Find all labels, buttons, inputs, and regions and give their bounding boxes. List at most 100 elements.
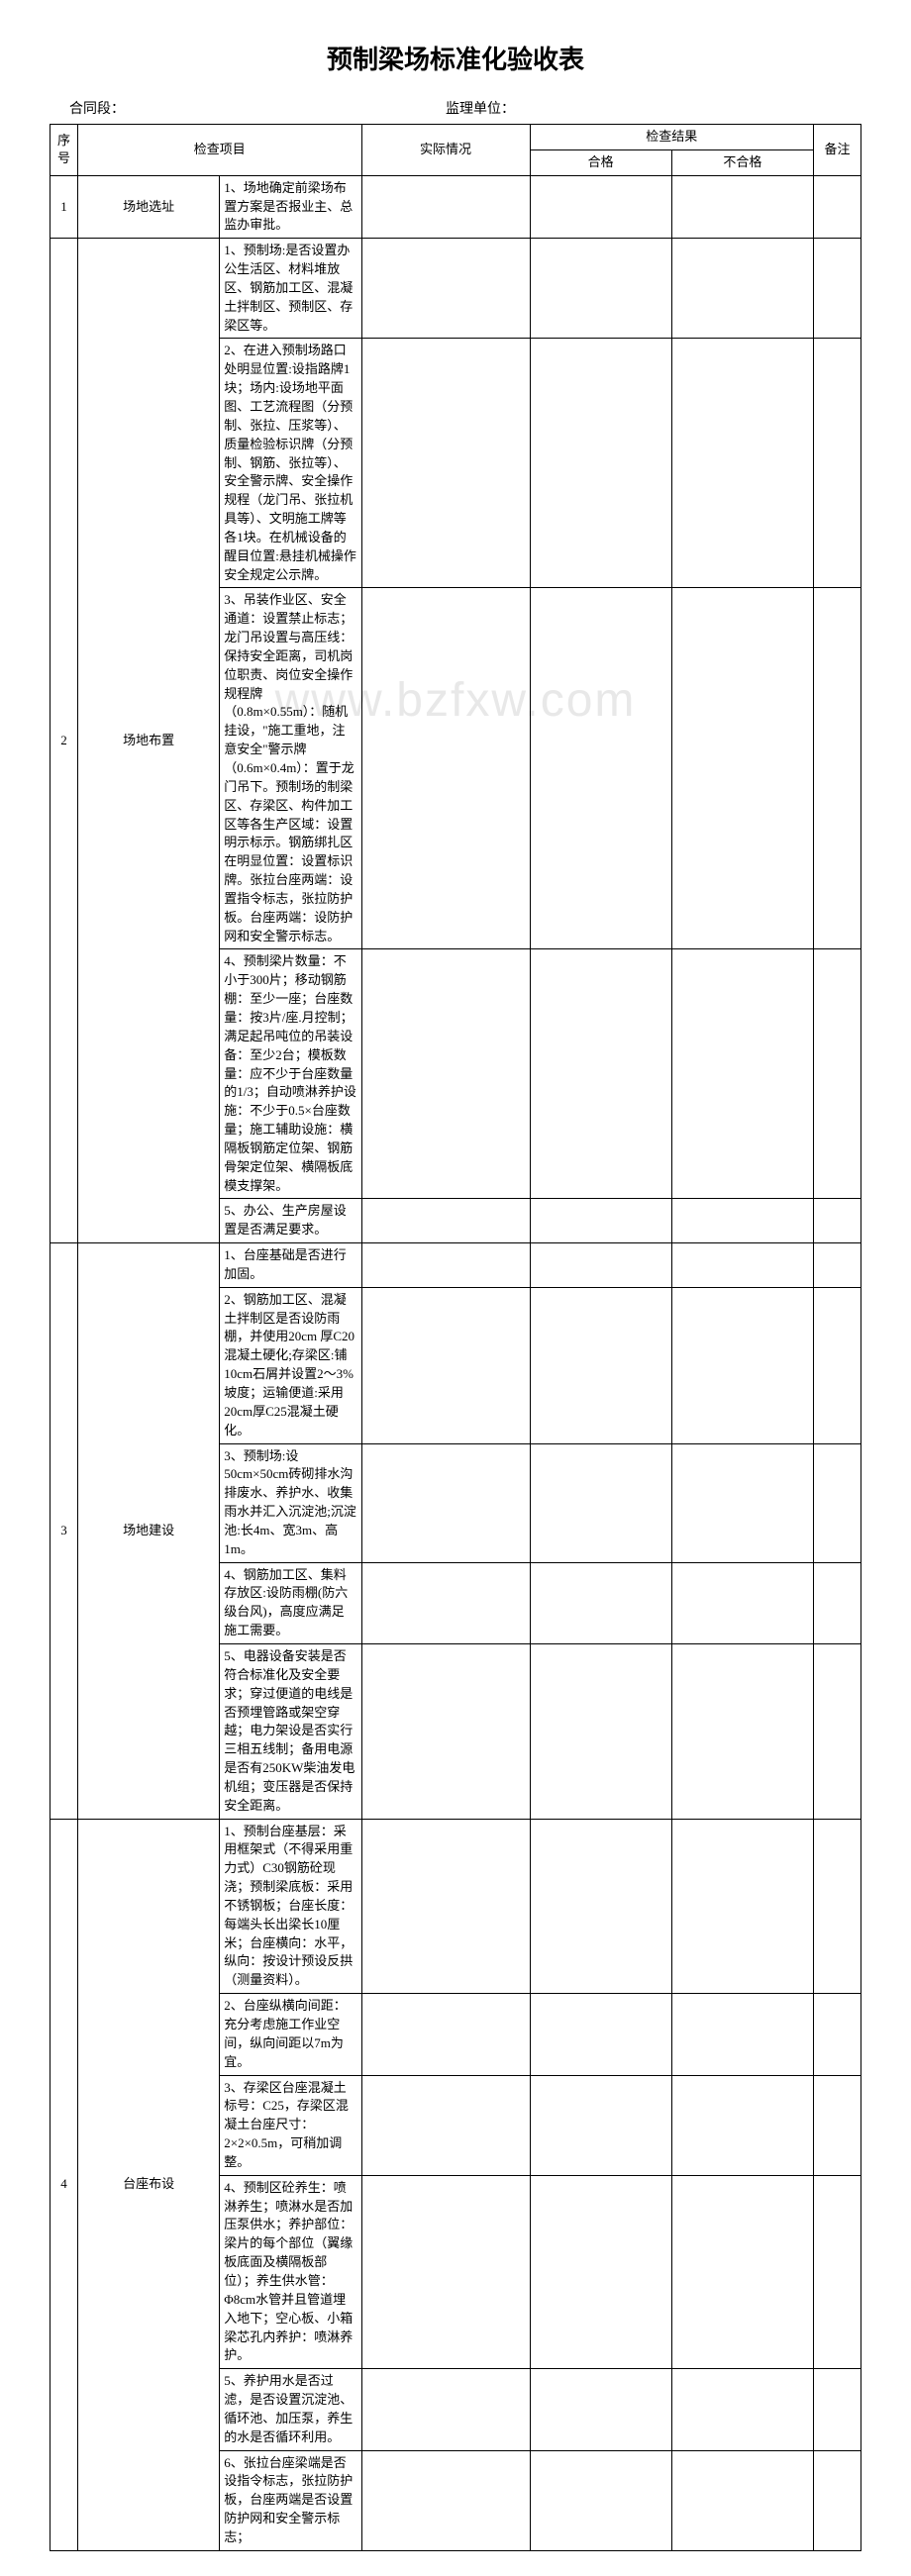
pass-cell: [530, 1243, 671, 1288]
fail-cell: [671, 1562, 813, 1643]
actual-cell: [361, 2075, 530, 2175]
contract-label: 合同段：: [69, 98, 446, 118]
actual-cell: [361, 588, 530, 949]
fail-cell: [671, 1243, 813, 1288]
pass-cell: [530, 239, 671, 339]
pass-cell: [530, 339, 671, 588]
fail-cell: [671, 1199, 813, 1243]
actual-cell: [361, 2450, 530, 2550]
item-cell: 6、张拉台座梁端是否设指令标志，张拉防护板，台座两端是否设置防护网和安全警示标志…: [220, 2450, 361, 2550]
pass-cell: [530, 175, 671, 239]
pass-cell: [530, 1199, 671, 1243]
actual-cell: [361, 1994, 530, 2075]
table-body: 1 场地选址 1、场地确定前梁场布置方案是否报业主、总监办审批。 2 场地布置 …: [51, 175, 861, 2550]
page-title: 预制梁场标准化验收表: [50, 40, 861, 76]
item-cell: 3、存梁区台座混凝土标号：C25，存梁区混凝土台座尺寸：2×2×0.5m，可稍加…: [220, 2075, 361, 2175]
seq-cell: 3: [51, 1243, 78, 1819]
fail-cell: [671, 1443, 813, 1562]
table-row: 1 场地选址 1、场地确定前梁场布置方案是否报业主、总监办审批。: [51, 175, 861, 239]
note-cell: [814, 2175, 861, 2368]
actual-cell: [361, 1562, 530, 1643]
th-fail: 不合格: [671, 149, 813, 175]
actual-cell: [361, 2175, 530, 2368]
note-cell: [814, 1562, 861, 1643]
actual-cell: [361, 1287, 530, 1443]
actual-cell: [361, 1443, 530, 1562]
actual-cell: [361, 1819, 530, 1994]
supervisor-label: 监理单位：: [446, 98, 515, 118]
actual-cell: [361, 1243, 530, 1288]
th-actual: 实际情况: [361, 125, 530, 176]
fail-cell: [671, 239, 813, 339]
table-row: 3 场地建设 1、台座基础是否进行加固。: [51, 1243, 861, 1288]
note-cell: [814, 949, 861, 1199]
table-row: 4 台座布设 1、预制台座基层：采用框架式（不得采用重力式）C30钢筋砼现浇；预…: [51, 1819, 861, 1994]
actual-cell: [361, 2369, 530, 2450]
actual-cell: [361, 339, 530, 588]
pass-cell: [530, 1994, 671, 2075]
fail-cell: [671, 2075, 813, 2175]
item-cell: 1、台座基础是否进行加固。: [220, 1243, 361, 1288]
item-cell: 2、钢筋加工区、混凝土拌制区是否设防雨棚，并使用20cm 厚C20混凝土硬化;存…: [220, 1287, 361, 1443]
note-cell: [814, 1643, 861, 1819]
actual-cell: [361, 1199, 530, 1243]
document-content: 预制梁场标准化验收表 合同段： 监理单位： 序号 检查项目 实际情况 检查结果 …: [50, 40, 861, 2551]
cat-cell: 场地建设: [78, 1243, 220, 1819]
note-cell: [814, 1199, 861, 1243]
meta-row: 合同段： 监理单位：: [50, 98, 861, 118]
fail-cell: [671, 949, 813, 1199]
pass-cell: [530, 1819, 671, 1994]
th-pass: 合格: [530, 149, 671, 175]
cat-cell: 场地选址: [78, 175, 220, 239]
fail-cell: [671, 1287, 813, 1443]
item-cell: 4、钢筋加工区、集料存放区:设防雨棚(防六级台风)，高度应满足施工需要。: [220, 1562, 361, 1643]
item-cell: 4、预制梁片数量：不小于300片；移动钢筋棚：至少一座；台座数量：按3片/座.月…: [220, 949, 361, 1199]
fail-cell: [671, 588, 813, 949]
cat-cell: 场地布置: [78, 239, 220, 1243]
fail-cell: [671, 339, 813, 588]
pass-cell: [530, 2450, 671, 2550]
pass-cell: [530, 1643, 671, 1819]
item-cell: 3、吊装作业区、安全通道：设置禁止标志；龙门吊设置与高压线：保持安全距离，司机岗…: [220, 588, 361, 949]
pass-cell: [530, 1287, 671, 1443]
actual-cell: [361, 175, 530, 239]
inspection-table: 序号 检查项目 实际情况 检查结果 备注 合格 不合格 1 场地选址 1、场地确…: [50, 124, 861, 2551]
note-cell: [814, 2450, 861, 2550]
seq-cell: 1: [51, 175, 78, 239]
note-cell: [814, 1287, 861, 1443]
item-cell: 1、预制台座基层：采用框架式（不得采用重力式）C30钢筋砼现浇；预制梁底板：采用…: [220, 1819, 361, 1994]
item-cell: 3、预制场:设50cm×50cm砖砌排水沟排废水、养护水、收集雨水并汇入沉淀池;…: [220, 1443, 361, 1562]
pass-cell: [530, 2075, 671, 2175]
item-cell: 5、办公、生产房屋设置是否满足要求。: [220, 1199, 361, 1243]
fail-cell: [671, 1994, 813, 2075]
pass-cell: [530, 1443, 671, 1562]
actual-cell: [361, 949, 530, 1199]
cat-cell: 台座布设: [78, 1819, 220, 2550]
table-row: 2 场地布置 1、预制场:是否设置办公生活区、材料堆放区、钢筋加工区、混凝土拌制…: [51, 239, 861, 339]
item-cell: 5、电器设备安装是否符合标准化及安全要求；穿过便道的电线是否预埋管路或架空穿越；…: [220, 1643, 361, 1819]
th-item: 检查项目: [78, 125, 362, 176]
note-cell: [814, 1994, 861, 2075]
th-seq: 序号: [51, 125, 78, 176]
note-cell: [814, 1443, 861, 1562]
fail-cell: [671, 1819, 813, 1994]
fail-cell: [671, 2175, 813, 2368]
actual-cell: [361, 1643, 530, 1819]
item-cell: 4、预制区砼养生：喷淋养生；喷淋水是否加压泵供水；养护部位：梁片的每个部位（翼缘…: [220, 2175, 361, 2368]
pass-cell: [530, 949, 671, 1199]
note-cell: [814, 339, 861, 588]
item-cell: 5、养护用水是否过滤，是否设置沉淀池、循环池、加压泵，养生的水是否循环利用。: [220, 2369, 361, 2450]
fail-cell: [671, 1643, 813, 1819]
item-cell: 1、预制场:是否设置办公生活区、材料堆放区、钢筋加工区、混凝土拌制区、预制区、存…: [220, 239, 361, 339]
note-cell: [814, 239, 861, 339]
note-cell: [814, 2075, 861, 2175]
note-cell: [814, 1819, 861, 1994]
note-cell: [814, 1243, 861, 1288]
seq-cell: 4: [51, 1819, 78, 2550]
pass-cell: [530, 2175, 671, 2368]
seq-cell: 2: [51, 239, 78, 1243]
th-note: 备注: [814, 125, 861, 176]
item-cell: 2、台座纵横向间距：充分考虑施工作业空间，纵向间距以7m为宜。: [220, 1994, 361, 2075]
fail-cell: [671, 2450, 813, 2550]
th-result: 检查结果: [530, 125, 814, 150]
